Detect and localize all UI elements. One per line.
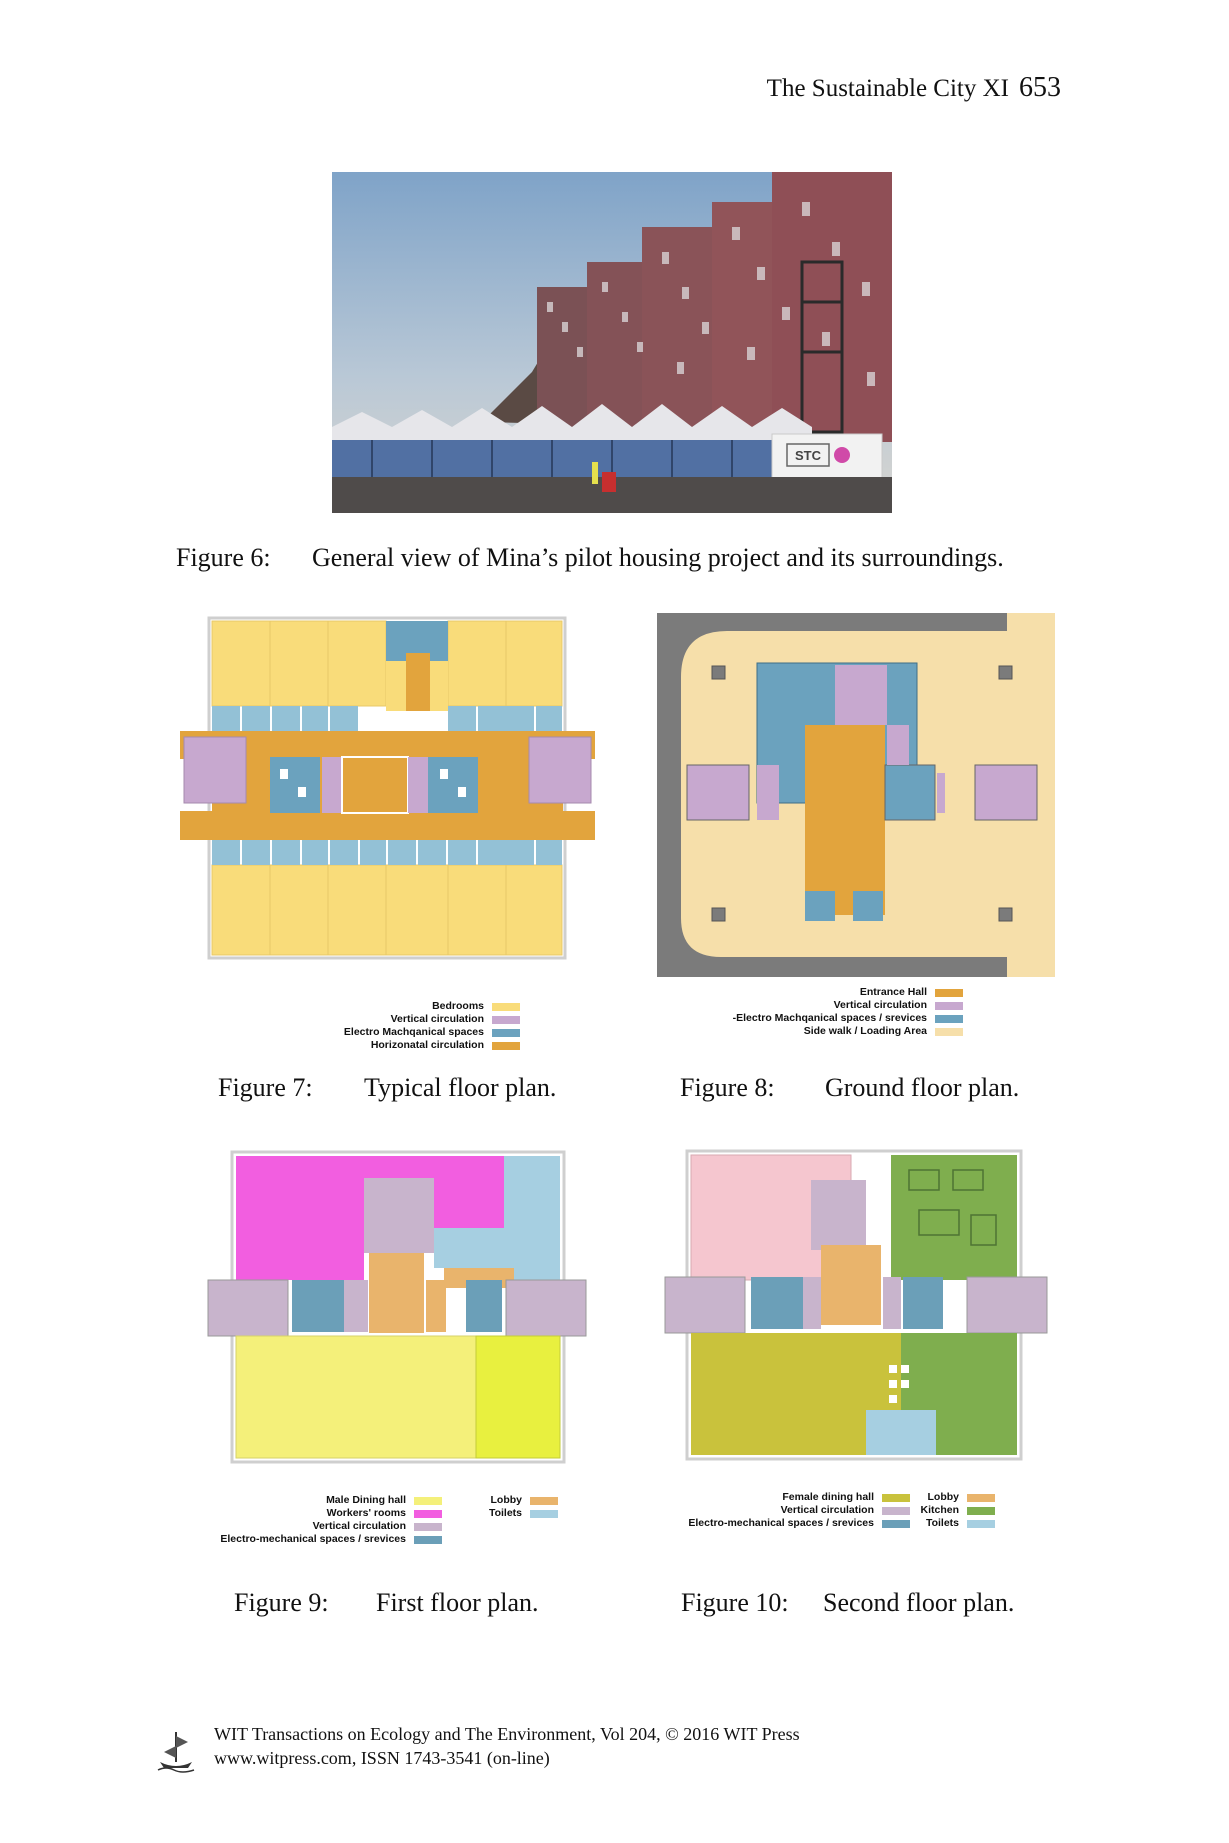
running-header: The Sustainable City XI 653 [767,72,1061,104]
legend-item: Female dining hall [650,1491,910,1504]
legend-label: Female dining hall [782,1491,874,1503]
legend-label: Bedrooms [432,1000,484,1012]
legend-item: Vertical circulation [650,1504,910,1517]
footer-line-1: WIT Transactions on Ecology and The Envi… [214,1724,800,1744]
legend-label: Lobby [927,1491,960,1503]
legend-item: Vertical circulation [300,1013,520,1026]
legend-swatch [492,1041,520,1050]
figure-8-caption: Figure 8: Ground floor plan. [680,1073,1019,1103]
legend-item: Electro Machqanical spaces [300,1026,520,1039]
figure-8-label: Figure 8: [680,1073,775,1102]
legend-swatch [882,1519,910,1528]
legend-item: Horizonatal circulation [300,1039,520,1052]
legend-label: Vertical circulation [833,999,927,1011]
legend-item: Entrance Hall [690,986,963,999]
legend-swatch [530,1496,558,1505]
legend-item: Electro-mechanical spaces / srevices [206,1533,442,1546]
figure-9-legend-left: Male Dining hall Workers' rooms Vertical… [206,1494,442,1546]
legend-label: Side walk / Loading Area [803,1025,927,1037]
legend-swatch [882,1506,910,1515]
figure-9-plan [204,1138,594,1466]
legend-swatch [935,1001,963,1010]
legend-label: Male Dining hall [326,1494,406,1506]
figure-10-label: Figure 10: [681,1588,789,1617]
legend-label: Toilets [925,1517,959,1529]
stc-sign-text: STC [795,448,822,463]
legend-item: Lobby [470,1494,558,1507]
legend-label: Workers' rooms [326,1507,406,1519]
legend-swatch [935,1014,963,1023]
legend-label: Entrance Hall [859,986,927,998]
legend-label: Electro-mechanical spaces / srevices [220,1533,406,1545]
figure-7-legend: Bedrooms Vertical circulation Electro Ma… [300,1000,520,1052]
figure-10-text: Second floor plan. [823,1588,1015,1617]
legend-label: Vertical circulation [780,1504,874,1516]
legend-item: Side walk / Loading Area [690,1025,963,1038]
figure-10-caption: Figure 10: Second floor plan. [681,1588,1014,1618]
figure-6-caption: Figure 6: General view of Mina’s pilot ho… [176,543,1004,573]
legend-swatch [414,1522,442,1531]
legend-label: Vertical circulation [312,1520,406,1532]
legend-label: Toilets [488,1507,522,1519]
figure-7-text: Typical floor plan. [364,1073,557,1102]
legend-item: Toilets [905,1517,995,1530]
figure-6-photo: STC [332,172,892,513]
legend-swatch [935,988,963,997]
figure-8-plan [657,613,1055,977]
legend-swatch [530,1509,558,1518]
legend-swatch [492,1015,520,1024]
legend-swatch [967,1506,995,1515]
legend-item: Toilets [470,1507,558,1520]
legend-swatch [492,1002,520,1011]
legend-swatch [414,1535,442,1544]
figure-9-caption: Figure 9: First floor plan. [234,1588,539,1618]
legend-item: -Electro Machqanical spaces / srevices [690,1012,963,1025]
figure-6-text: General view of Mina’s pilot housing pro… [312,543,1004,572]
running-title: The Sustainable City XI [766,75,1009,102]
figure-10-legend-left: Female dining hall Vertical circulation … [650,1491,910,1530]
footer-line-2: www.witpress.com, ISSN 1743-3541 (on-lin… [214,1748,550,1768]
legend-item: Workers' rooms [206,1507,442,1520]
figure-10-plan [661,1135,1056,1467]
figure-8-text: Ground floor plan. [825,1073,1020,1102]
legend-item: Bedrooms [300,1000,520,1013]
figure-10-legend-right: Lobby Kitchen Toilets [905,1491,995,1530]
publisher-ship-logo [156,1728,196,1779]
legend-label: Horizonatal circulation [370,1039,484,1051]
figure-9-label: Figure 9: [234,1588,329,1617]
legend-swatch [492,1028,520,1037]
footer: WIT Transactions on Ecology and The Envi… [214,1722,800,1770]
legend-swatch [935,1027,963,1036]
figure-7-plan [180,603,595,963]
legend-label: Electro-mechanical spaces / srevices [688,1517,874,1529]
legend-label: Vertical circulation [390,1013,484,1025]
figure-9-text: First floor plan. [376,1588,539,1617]
page-number: 653 [1019,72,1061,103]
legend-swatch [414,1509,442,1518]
legend-item: Vertical circulation [690,999,963,1012]
figure-6-label: Figure 6: [176,543,271,572]
figure-9-legend-right: Lobby Toilets [470,1494,558,1520]
figure-7-label: Figure 7: [218,1073,313,1102]
legend-swatch [414,1496,442,1505]
legend-label: Kitchen [920,1504,959,1516]
legend-label: Lobby [490,1494,523,1506]
legend-item: Lobby [905,1491,995,1504]
legend-item: Electro-mechanical spaces / srevices [650,1517,910,1530]
legend-item: Kitchen [905,1504,995,1517]
legend-swatch [967,1493,995,1502]
legend-label: -Electro Machqanical spaces / srevices [732,1012,927,1024]
legend-swatch [967,1519,995,1528]
figure-7-caption: Figure 7: Typical floor plan. [218,1073,556,1103]
legend-label: Electro Machqanical spaces [343,1026,484,1038]
figure-8-legend: Entrance Hall Vertical circulation -Elec… [690,986,963,1038]
legend-swatch [882,1493,910,1502]
legend-item: Vertical circulation [206,1520,442,1533]
legend-item: Male Dining hall [206,1494,442,1507]
